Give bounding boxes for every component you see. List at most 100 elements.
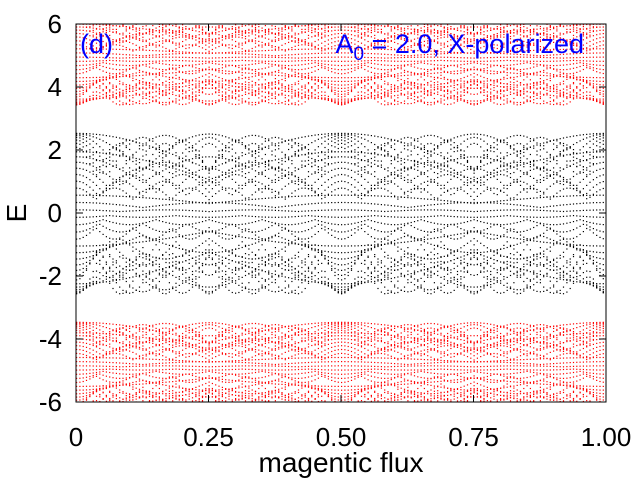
data-point: [527, 410, 528, 411]
data-point: [85, 361, 88, 363]
data-point: [294, 349, 296, 351]
data-point: [83, 411, 84, 412]
data-point: [268, 342, 270, 344]
data-point: [413, 369, 416, 371]
data-point: [480, 371, 482, 374]
data-point: [456, 381, 459, 383]
data-point: [235, 354, 237, 356]
data-point: [380, 398, 382, 400]
data-point: [539, 373, 541, 375]
data-point: [268, 375, 270, 377]
data-point: [377, 352, 379, 355]
data-point: [556, 344, 558, 346]
data-point: [327, 335, 329, 337]
data-point: [158, 349, 160, 351]
data-point: [380, 328, 382, 330]
data-point: [298, 409, 299, 410]
data-point: [529, 376, 531, 378]
data-point: [470, 324, 472, 326]
data-point: [291, 344, 293, 346]
data-point: [390, 334, 392, 337]
data-point: [327, 375, 329, 378]
data-point: [298, 413, 299, 414]
data-point: [403, 396, 406, 398]
data-point: [175, 380, 177, 382]
data-point: [466, 351, 469, 353]
data-point: [421, 409, 422, 410]
data-point: [235, 339, 237, 342]
data-point: [82, 323, 84, 325]
data-point: [79, 369, 81, 371]
data-point: [274, 331, 276, 333]
data-point: [198, 369, 200, 371]
data-point: [546, 327, 548, 329]
data-point: [95, 361, 98, 363]
data-point: [185, 379, 187, 381]
data-point: [480, 348, 482, 350]
data-point: [105, 380, 107, 382]
data-point: [417, 376, 419, 378]
data-point: [506, 394, 508, 396]
data-point: [162, 381, 164, 383]
data-point: [334, 345, 336, 348]
data-point: [185, 347, 187, 350]
data-point: [278, 338, 280, 340]
data-point: [367, 361, 369, 363]
data-point: [480, 369, 482, 371]
data-point: [132, 406, 133, 407]
data-point: [430, 356, 432, 358]
data-point: [317, 394, 319, 396]
data-point: [301, 357, 303, 359]
data-point: [506, 383, 508, 385]
data-point: [490, 361, 492, 363]
data-point: [470, 382, 472, 385]
data-point: [516, 400, 518, 402]
data-point: [546, 403, 547, 404]
data-point: [397, 399, 399, 401]
data-point: [334, 353, 336, 355]
data-point: [288, 365, 290, 368]
data-point: [314, 368, 316, 370]
data-point: [337, 399, 339, 401]
data-point: [526, 358, 528, 360]
data-point: [443, 398, 445, 400]
data-point: [288, 377, 290, 379]
data-point: [195, 407, 196, 408]
data-point: [201, 346, 204, 348]
data-point: [228, 395, 230, 397]
data-point: [205, 366, 207, 368]
data-point: [238, 340, 240, 342]
data-point: [155, 353, 157, 355]
data-point: [281, 383, 283, 385]
data-point: [321, 404, 322, 405]
data-point: [374, 357, 376, 359]
data-point: [450, 373, 452, 375]
data-point: [307, 381, 310, 383]
data-point: [185, 406, 186, 407]
data-point: [341, 338, 343, 340]
data-point: [430, 338, 432, 340]
data-point: [274, 336, 276, 338]
data-point: [241, 324, 243, 326]
data-point: [473, 327, 475, 329]
data-point: [423, 340, 425, 342]
data-point: [334, 327, 336, 329]
data-point: [241, 397, 243, 400]
data-point: [278, 374, 280, 376]
data-point: [228, 360, 230, 362]
data-point: [423, 383, 425, 385]
data-point: [298, 402, 299, 403]
data-point: [119, 400, 121, 402]
data-point: [99, 368, 101, 371]
data-point: [102, 331, 104, 333]
data-point: [513, 412, 514, 413]
data-point: [556, 373, 558, 375]
data-point: [291, 412, 292, 413]
data-point: [440, 404, 441, 405]
data-point: [394, 373, 396, 375]
data-point: [490, 381, 492, 383]
data-point: [433, 328, 435, 330]
data-point: [129, 343, 131, 345]
data-point: [466, 348, 469, 350]
data-point: [162, 379, 164, 381]
